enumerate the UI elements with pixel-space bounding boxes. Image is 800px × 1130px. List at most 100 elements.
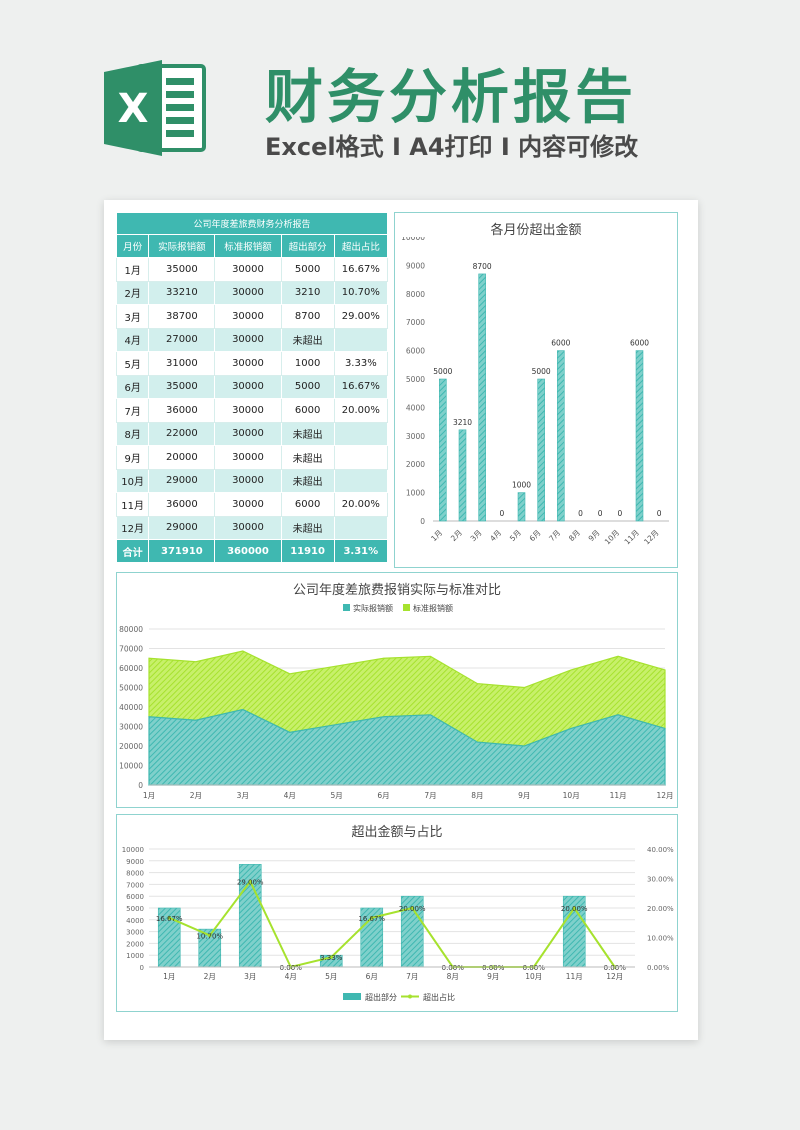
- ratio-label: 16.67%: [156, 915, 183, 923]
- table-cell: 36000: [148, 492, 216, 517]
- y-tick-label: 60000: [119, 664, 143, 673]
- table-cell: [333, 327, 389, 352]
- table-cell: 29000: [148, 515, 216, 540]
- x-tick-label: 8月: [447, 972, 459, 981]
- bar: [478, 273, 486, 522]
- x-tick-label: 2月: [204, 972, 216, 981]
- table-row: 9月 20000 30000 未超出: [115, 445, 389, 470]
- x-tick-label: 7月: [406, 972, 418, 981]
- table-cell: 16.67%: [333, 257, 389, 282]
- table-cell: 38700: [148, 304, 216, 329]
- data-label: 5000: [433, 367, 452, 376]
- table-cell: [333, 445, 389, 470]
- x-tick-label: 7月: [424, 791, 436, 800]
- table-cell: 3210: [280, 280, 335, 305]
- y-tick-label: 50000: [119, 684, 143, 693]
- legend-label: 超出部分: [365, 992, 397, 1002]
- table-cell: 未超出: [280, 327, 335, 352]
- y-tick-label: 2000: [126, 940, 144, 948]
- x-tick-label: 4月: [488, 528, 503, 543]
- data-label: 3210: [453, 418, 472, 427]
- x-tick-label: 4月: [285, 972, 297, 981]
- x-tick-label: 11月: [566, 972, 583, 981]
- table-cell: 22000: [148, 421, 216, 446]
- y-tick-label: 30000: [119, 723, 143, 732]
- table-cell: 30000: [214, 257, 282, 282]
- data-label: 6000: [551, 339, 570, 348]
- page-header: X 财务分析报告 Excel格式 I A4打印 I 内容可修改: [0, 0, 800, 200]
- x-tick-label: 9月: [518, 791, 530, 800]
- bar: [557, 350, 565, 522]
- table-cell: 未超出: [280, 515, 335, 540]
- area-actual: [148, 708, 666, 786]
- x-tick-label: 3月: [237, 791, 249, 800]
- table-header-cell: 超出占比: [333, 234, 389, 258]
- data-label: 1000: [512, 481, 531, 490]
- y-tick-label: 20000: [119, 742, 143, 751]
- table-cell: 11月: [115, 492, 150, 517]
- x-tick-label: 10月: [603, 528, 621, 546]
- data-label: 0: [499, 509, 504, 518]
- table-cell: 6000: [280, 398, 335, 423]
- y-tick-label: 5000: [406, 375, 425, 384]
- actual-vs-standard-panel: 公司年度差旅费报销实际与标准对比 实际报销额 标准报销额 0 10000 20000 30…: [116, 572, 678, 808]
- table-row: 2月 33210 30000 3210 10.70%: [115, 280, 389, 305]
- table-cell: 12月: [115, 515, 150, 540]
- table-cell: 6000: [280, 492, 335, 517]
- y-tick-label: 2000: [406, 460, 425, 469]
- table-total-cell: 371910: [148, 539, 216, 563]
- table-cell: 1月: [115, 257, 150, 282]
- table-total-cell: 11910: [280, 539, 335, 563]
- table-row: 11月 36000 30000 6000 20.00%: [115, 492, 389, 517]
- x-tick-label: 7月: [547, 528, 562, 543]
- table-header-cell: 超出部分: [280, 234, 335, 258]
- ratio-point: [167, 916, 172, 920]
- x-tick-label: 9月: [487, 972, 499, 981]
- table-row: 12月 29000 30000 未超出: [115, 515, 389, 540]
- x-tick-label: 5月: [325, 972, 337, 981]
- monthly-excess-bar-panel: 各月份超出金额 0 1000 2000 3000 4000 5000 6000 7000 800…: [394, 212, 678, 568]
- ratio-point: [369, 916, 374, 920]
- x-tick-label: 11月: [622, 528, 640, 546]
- table-cell: 16.67%: [333, 374, 389, 399]
- table-cell: 20.00%: [333, 398, 389, 423]
- table-row: 8月 22000 30000 未超出: [115, 421, 389, 446]
- table-cell: 29.00%: [333, 304, 389, 329]
- table-cell: 7月: [115, 398, 150, 423]
- x-tick-label: 12月: [656, 791, 673, 800]
- table-cell: 31000: [148, 351, 216, 376]
- x-tick-label: 8月: [471, 791, 483, 800]
- table-cell: 35000: [148, 257, 216, 282]
- x-tick-label: 1月: [429, 528, 444, 543]
- table-caption: 公司年度差旅费财务分析报告: [116, 212, 388, 235]
- table-cell: 30000: [214, 398, 282, 423]
- ratio-label: 0.00%: [280, 964, 303, 972]
- table-cell: 20.00%: [333, 492, 389, 517]
- ratio-label: 20.00%: [399, 905, 426, 913]
- table-row: 4月 27000 30000 未超出: [115, 327, 389, 352]
- x-tick-label: 2月: [449, 528, 464, 543]
- table-cell: 8月: [115, 421, 150, 446]
- table-cell: 30000: [214, 304, 282, 329]
- ratio-point: [207, 933, 212, 938]
- table-row: 3月 38700 30000 8700 29.00%: [115, 304, 389, 329]
- data-label: 0: [617, 509, 622, 518]
- ratio-point: [410, 906, 415, 910]
- y-tick-label: 6000: [126, 893, 144, 901]
- table-row: 7月 36000 30000 6000 20.00%: [115, 398, 389, 423]
- table-cell: 30000: [214, 280, 282, 305]
- table-total-cell: 3.31%: [333, 539, 389, 563]
- table-header-cell: 标准报销额: [214, 234, 282, 258]
- table-total-cell: 360000: [214, 539, 282, 563]
- table-cell: 2月: [115, 280, 150, 305]
- y2-tick-label: 40.00%: [647, 846, 674, 854]
- report-sheet: 公司年度差旅费财务分析报告 月份 实际报销额 标准报销额 超出部分 超出占比 1月 35000…: [104, 200, 698, 1040]
- x-tick-label: 6月: [377, 791, 389, 800]
- table-cell: 36000: [148, 398, 216, 423]
- y-tick-label: 7000: [406, 318, 425, 327]
- data-label: 6000: [630, 339, 649, 348]
- table-row: 6月 35000 30000 5000 16.67%: [115, 374, 389, 399]
- table-total-cell: 合计: [115, 539, 150, 563]
- table-cell: 3月: [115, 304, 150, 329]
- area-chart-title: 公司年度差旅费报销实际与标准对比: [292, 583, 501, 598]
